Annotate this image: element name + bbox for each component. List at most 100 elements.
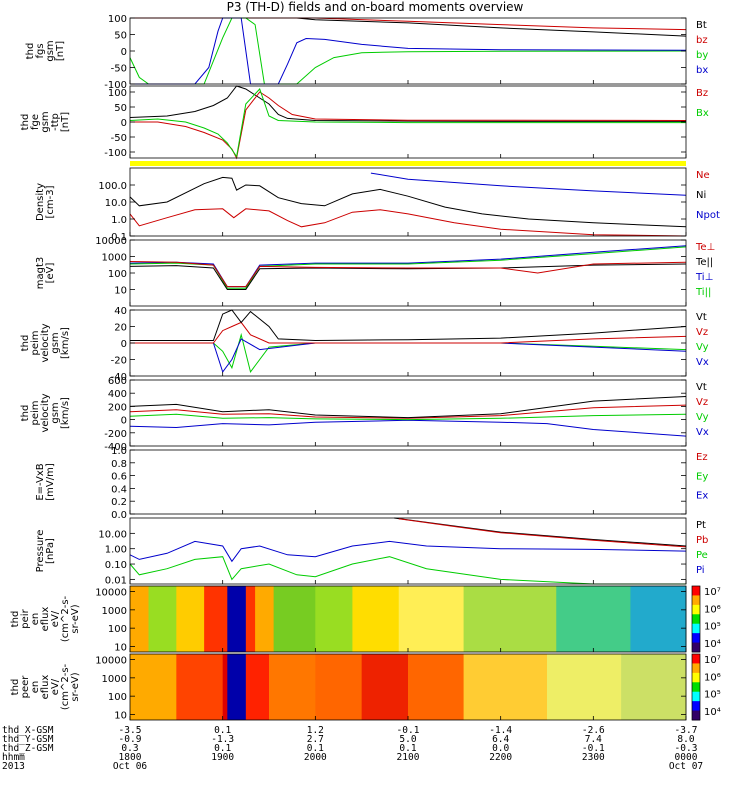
electron-spectrogram-band — [547, 654, 622, 720]
fge-series-Bt — [129, 85, 686, 122]
ion-spectrogram-band — [273, 586, 316, 652]
fgs-ytick-label: -50 — [111, 64, 127, 75]
electron-spectrogram-band — [130, 654, 177, 720]
velocity-esa-ytick-label: -20 — [111, 356, 127, 367]
ion-spectrogram-colorbar-segment — [692, 633, 700, 644]
ion-spectrogram-colorbar-tick: 10⁵ — [704, 622, 721, 633]
temperature-ytick-label: 10000 — [95, 236, 127, 247]
velocity-esa2-ytick-label: 200 — [108, 402, 127, 413]
fge-ytick-label: 0 — [121, 118, 127, 129]
electron-spectrogram-colorbar-segment — [692, 691, 700, 702]
temperature-legend-3: Ti|| — [695, 287, 711, 298]
fge-ytick-label: 50 — [114, 103, 127, 114]
fgs-ylabel: [nT] — [55, 41, 66, 61]
fge-series-Bz — [130, 91, 687, 160]
ephemeris-value: 0.1 — [307, 743, 324, 754]
pressure-legend-2: Pe — [696, 550, 708, 561]
density-frame — [129, 167, 687, 237]
ion-spectrogram-band — [204, 586, 228, 652]
fge-ylabel: thd — [20, 114, 31, 131]
ephemeris-value: 8.0 — [677, 734, 694, 745]
pressure-legend-1: Pb — [696, 535, 708, 546]
electron-spectrogram-band — [245, 654, 270, 720]
temperature-series-Te|| — [129, 263, 687, 290]
velocity-esa-legend-0: Vt — [696, 312, 707, 323]
velocity-esa-legend-2: Vy — [696, 342, 709, 353]
status-bar — [130, 161, 686, 166]
temperature-ylabel: magt3 — [35, 257, 46, 290]
fge-legend-1: Bx — [696, 108, 709, 119]
ephemeris-value: 2.7 — [307, 734, 324, 745]
fgs-ytick-label: 100 — [108, 14, 127, 25]
fge-ylabel: fge — [30, 114, 41, 130]
fgs-ylabel: thd — [25, 43, 36, 60]
e-field-frame — [129, 449, 687, 515]
ephemeris-value: Oct 06 — [113, 761, 148, 772]
temperature-ylabel: [eV] — [45, 263, 56, 284]
ephemeris-value: 0.3 — [121, 743, 138, 754]
electron-spectrogram-ylabel: eV/ — [50, 678, 61, 695]
velocity-esa2-ylabel: velocity — [40, 393, 51, 432]
ion-spectrogram-colorbar-segment — [692, 614, 700, 625]
fge-ylabel: gsm — [40, 111, 51, 132]
ephemeris-value: -0.3 — [675, 743, 698, 754]
pressure-ytick-label: 0.01 — [105, 575, 127, 586]
pressure-series-Pe — [129, 556, 686, 585]
electron-spectrogram-colorbar-segment — [692, 710, 700, 721]
density-ylabel: [cm-3] — [45, 185, 56, 218]
ephemeris-label: thd_Z-GSM — [2, 743, 54, 754]
pressure-ytick-label: 10.00 — [98, 529, 127, 540]
e-field-ytick-label: 0.6 — [111, 472, 127, 483]
density-ytick-label: 100.0 — [98, 181, 127, 192]
electron-spectrogram-ylabel: eflux — [40, 675, 51, 700]
pressure-ylabel: [nPa] — [45, 538, 56, 564]
velocity-esa-ytick-label: -40 — [111, 372, 127, 383]
fgs-ylabel: fgs — [35, 43, 46, 58]
electron-spectrogram-band — [621, 654, 687, 720]
density-ytick-label: 0.1 — [111, 232, 127, 243]
fge-ytick-label: 100 — [108, 88, 127, 99]
ion-spectrogram-band — [255, 586, 275, 652]
ion-spectrogram-ytick-label: 10 — [114, 642, 127, 653]
electron-spectrogram-colorbar-segment — [692, 682, 700, 693]
electron-spectrogram-band — [176, 654, 224, 720]
ephemeris-value: Oct 07 — [669, 761, 703, 772]
temperature-legend-0: Te⊥ — [695, 242, 715, 253]
fge-series-Bx — [129, 88, 686, 158]
ephemeris-value: 1900 — [211, 752, 234, 763]
velocity-esa2-series-Vx — [129, 419, 687, 437]
electron-spectrogram-ylabel: sr-eV) — [70, 672, 81, 701]
e-field-legend-0: Ez — [696, 452, 708, 463]
velocity-esa-ytick-label: 0 — [121, 339, 127, 350]
electron-spectrogram-colorbar-tick: 10⁴ — [704, 707, 721, 718]
ion-spectrogram-band — [630, 586, 687, 652]
ion-spectrogram-band — [130, 586, 150, 652]
velocity-esa2-series-Vz — [129, 404, 687, 419]
ephemeris-value: -1.4 — [489, 725, 512, 736]
ion-spectrogram-band — [176, 586, 205, 652]
electron-spectrogram-band — [222, 654, 228, 720]
velocity-esa-ylabel: velocity — [40, 323, 51, 362]
ion-spectrogram-ylabel: sr-eV) — [70, 604, 81, 633]
ion-spectrogram-band — [227, 586, 247, 652]
fgs-ytick-label: 50 — [114, 31, 127, 42]
ion-spectrogram-band — [398, 586, 465, 652]
density-ytick-label: 1.0 — [111, 215, 127, 226]
velocity-esa-series-Vt — [130, 309, 687, 342]
ephemeris-value: 7.4 — [585, 734, 602, 745]
ion-spectrogram-ytick-label: 1000 — [102, 606, 127, 617]
electron-spectrogram-colorbar-segment — [692, 701, 700, 712]
electron-spectrogram-colorbar-segment — [692, 654, 700, 664]
ephemeris-value: 2300 — [582, 752, 605, 763]
ion-spectrogram-band — [556, 586, 631, 652]
pressure-series-Pi — [129, 540, 687, 563]
velocity-esa-ytick-label: 20 — [114, 323, 127, 334]
velocity-esa2-ylabel: [km/s] — [60, 397, 71, 429]
fgs-series-bz — [130, 17, 687, 31]
ion-spectrogram-ylabel: eflux — [40, 607, 51, 632]
ion-spectrogram-ylabel: en — [30, 613, 41, 626]
pressure-frame — [129, 517, 687, 585]
pressure-ylabel: Pressure — [35, 530, 46, 573]
ion-spectrogram-band — [245, 586, 256, 652]
ion-spectrogram-band — [463, 586, 557, 652]
